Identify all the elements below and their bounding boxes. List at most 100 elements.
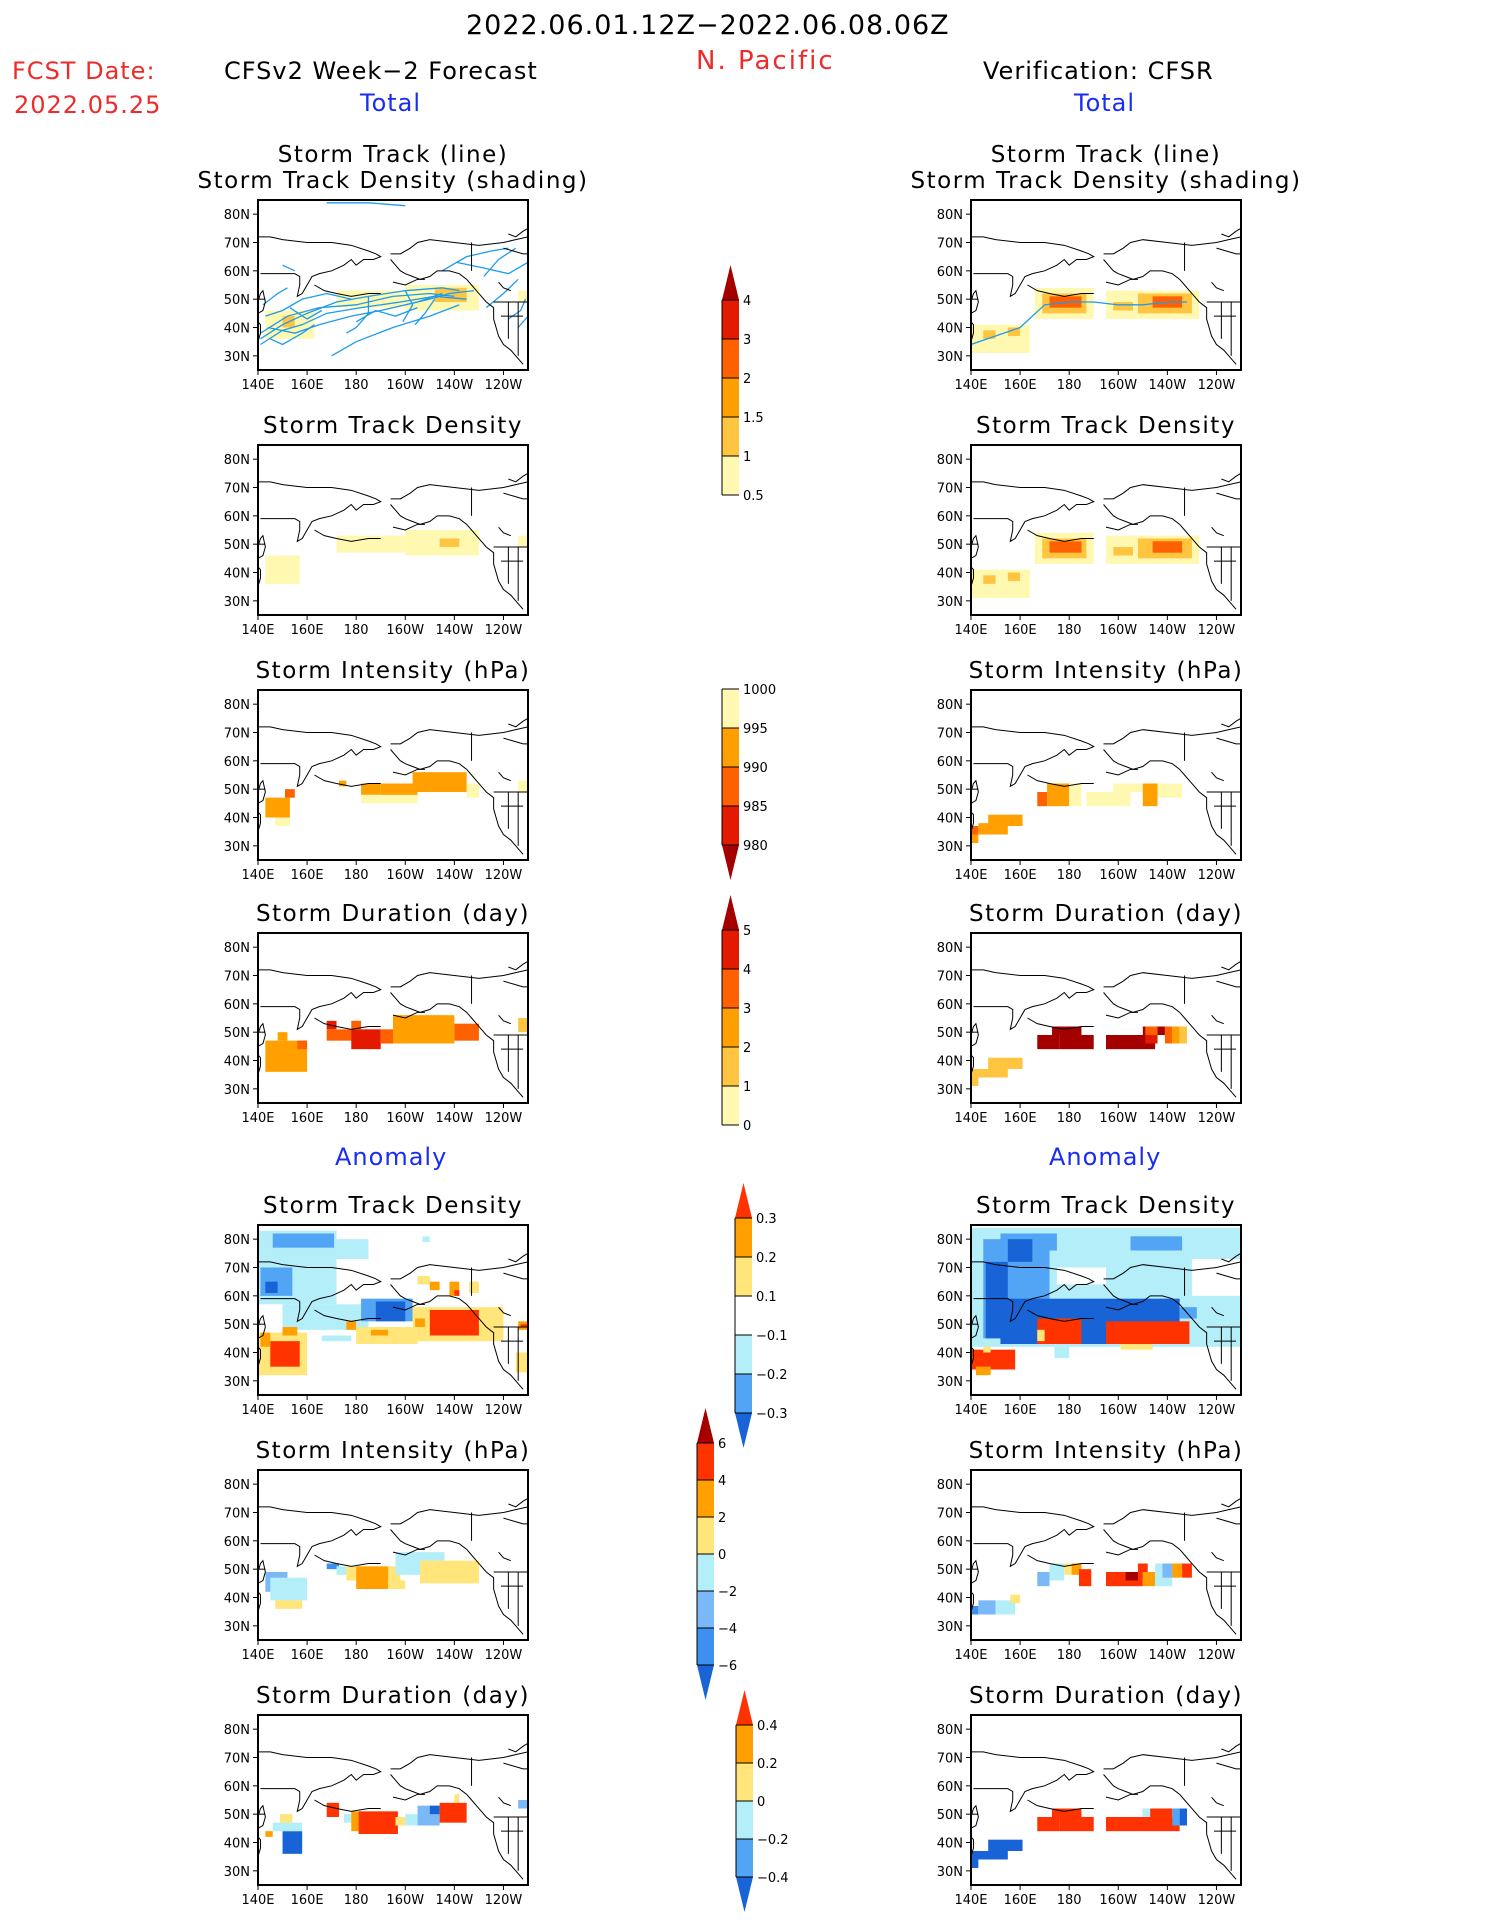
coastline	[1211, 1796, 1224, 1807]
lat-tick-label: 50N	[224, 538, 250, 553]
coastline	[314, 774, 381, 787]
coastline	[1105, 1793, 1138, 1801]
lat-tick-label: 50N	[224, 1318, 250, 1333]
lon-tick-label: 140E	[954, 623, 987, 638]
coastline	[971, 811, 974, 832]
lat-tick-label: 70N	[224, 482, 250, 497]
colorbar-segment	[735, 1335, 752, 1374]
shading-cell	[1064, 1563, 1072, 1575]
coastline	[390, 481, 528, 500]
shading-cell	[439, 538, 460, 547]
lat-tick-label: 60N	[224, 998, 250, 1013]
lon-tick-label: 180	[344, 623, 369, 638]
coastline	[390, 1506, 528, 1525]
lon-tick-label: 140W	[436, 378, 474, 393]
fcst-date-label: FCST Date:	[12, 57, 156, 85]
lon-tick-label: 160W	[1099, 1893, 1137, 1908]
shading-cell	[1164, 1026, 1173, 1044]
lon-tick-label: 160E	[291, 1648, 324, 1663]
shading-cell	[971, 1077, 979, 1086]
coastline	[971, 236, 1095, 298]
lat-tick-label: 60N	[224, 1535, 250, 1550]
shading-cell	[265, 1831, 273, 1837]
shading-cell	[420, 1560, 479, 1584]
lon-tick-label: 140W	[436, 1403, 474, 1418]
map-area	[258, 717, 528, 855]
shading-cell	[336, 1566, 347, 1575]
lat-tick-label: 80N	[224, 453, 250, 468]
shading-cell	[429, 1310, 479, 1336]
shading-cell	[449, 1281, 460, 1296]
lat-tick-label: 60N	[937, 1290, 963, 1305]
map-frame	[970, 1224, 1242, 1396]
shading-cell	[971, 1859, 979, 1868]
lon-tick-label: 160W	[386, 1648, 424, 1663]
colorbar-segment	[736, 1763, 753, 1801]
coastline	[1103, 992, 1237, 1098]
lon-tick-label: 160W	[1099, 623, 1137, 638]
lat-tick-label: 50N	[224, 783, 250, 798]
shading-cell	[971, 826, 979, 835]
coastline	[258, 321, 261, 342]
colorbar-segment	[697, 1591, 714, 1628]
shading-cell	[978, 823, 1008, 835]
shading-cell	[405, 1814, 418, 1826]
shading-cell	[1113, 783, 1143, 792]
coastline	[1103, 1506, 1241, 1525]
shading-cell	[515, 1352, 528, 1373]
lat-tick-label: 70N	[224, 1507, 250, 1522]
colorbar-segment	[735, 1374, 752, 1413]
shading-cell	[282, 1831, 303, 1854]
shading-cell	[415, 1318, 425, 1327]
lon-tick-label: 180	[344, 1648, 369, 1663]
coastline	[1105, 1011, 1138, 1019]
lat-tick-label: 30N	[224, 1620, 250, 1635]
shading-cell	[361, 794, 418, 804]
shading-cell	[285, 789, 295, 798]
map-area	[971, 227, 1241, 365]
colorbar-label: 0.1	[756, 1290, 777, 1305]
lon-tick-label: 140E	[954, 378, 987, 393]
colorbar-label: −0.4	[757, 1871, 789, 1886]
lon-tick-label: 120W	[1198, 1403, 1236, 1418]
lat-tick-label: 60N	[937, 1780, 963, 1795]
shading-cell	[1157, 783, 1183, 798]
storm-track-line	[346, 296, 370, 334]
lat-tick-label: 70N	[937, 1262, 963, 1277]
coastline	[498, 1551, 511, 1562]
shading-cell	[277, 1032, 288, 1041]
coastline	[314, 284, 381, 297]
panel-vf-duration-anom: 80N 70N 60N 50N 40N 30N 140E 160E 180 160W 140W 120…	[937, 1714, 1242, 1908]
colorbar-label: 6	[718, 1437, 726, 1452]
coastline	[1211, 281, 1224, 292]
shading-cell	[1059, 1035, 1094, 1050]
colorbar-segment	[697, 1628, 714, 1665]
coastline	[971, 779, 979, 804]
panel-title: Storm Track Density	[976, 1193, 1236, 1219]
lon-tick-label: 160W	[386, 1111, 424, 1126]
coastline	[1103, 259, 1237, 365]
lat-tick-label: 30N	[937, 1083, 963, 1098]
coastline	[258, 726, 382, 788]
coastline	[258, 1261, 382, 1323]
storm-track-line	[414, 298, 436, 326]
lon-tick-label: 120W	[1198, 1893, 1236, 1908]
lat-tick-label: 70N	[937, 1752, 963, 1767]
coastline	[971, 1591, 974, 1612]
colorbar-segment	[736, 1725, 753, 1763]
lat-tick-label: 30N	[224, 595, 250, 610]
map-frame	[257, 1224, 529, 1396]
colorbar-label: 4	[743, 963, 751, 978]
lon-tick-label: 140E	[954, 868, 987, 883]
colorbar-label: 1	[743, 1080, 751, 1095]
shading-cell	[321, 1335, 352, 1342]
shading-cell	[326, 1563, 339, 1570]
colorbar-arrow-top	[722, 895, 739, 930]
shading-cell	[429, 1805, 440, 1815]
shading-cell	[1106, 1817, 1180, 1832]
coastline	[390, 992, 524, 1098]
panel-title: Storm Track Density	[263, 413, 523, 439]
coastline	[258, 1506, 382, 1568]
lon-tick-label: 160E	[291, 1111, 324, 1126]
lon-tick-label: 160W	[1099, 378, 1137, 393]
